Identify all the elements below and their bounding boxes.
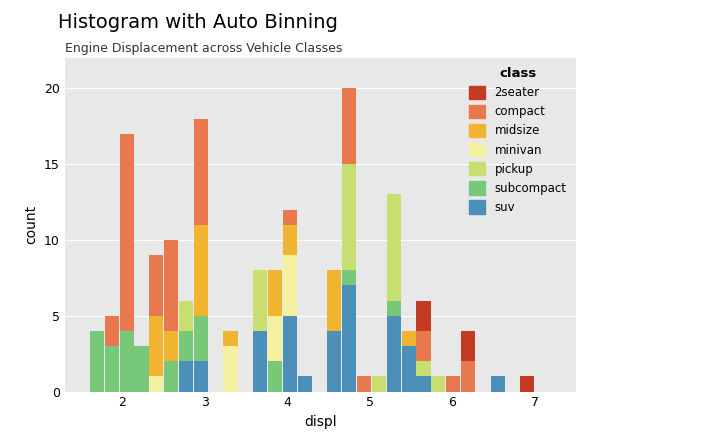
Bar — [268, 270, 282, 316]
Bar — [372, 376, 386, 392]
Bar — [179, 361, 193, 392]
Bar — [461, 361, 475, 392]
Bar — [416, 376, 431, 392]
Bar — [135, 346, 148, 392]
Bar — [342, 88, 356, 164]
Bar — [283, 225, 297, 255]
Bar — [387, 300, 401, 316]
Bar — [149, 376, 163, 392]
Bar — [104, 346, 119, 392]
Bar — [431, 376, 446, 392]
Bar — [283, 210, 297, 225]
Bar — [194, 118, 208, 225]
Bar — [342, 164, 356, 270]
Bar — [194, 316, 208, 361]
Bar — [90, 331, 104, 392]
Bar — [461, 331, 475, 361]
Bar — [328, 270, 341, 331]
Bar — [402, 346, 415, 392]
Bar — [120, 331, 134, 392]
Bar — [164, 331, 179, 361]
X-axis label: displ: displ — [304, 415, 337, 429]
Bar — [357, 376, 371, 392]
Bar — [194, 361, 208, 392]
Bar — [490, 376, 505, 392]
Bar — [521, 376, 534, 392]
Legend: 2seater, compact, midsize, minivan, pickup, subcompact, suv: 2seater, compact, midsize, minivan, pick… — [465, 64, 570, 217]
Text: Engine Displacement across Vehicle Classes: Engine Displacement across Vehicle Class… — [65, 42, 342, 55]
Bar — [268, 361, 282, 392]
Bar — [446, 376, 460, 392]
Bar — [416, 361, 431, 376]
Bar — [387, 316, 401, 392]
Bar — [223, 331, 238, 346]
Text: Histogram with Auto Binning: Histogram with Auto Binning — [58, 13, 338, 32]
Bar — [416, 300, 431, 331]
Bar — [283, 255, 297, 316]
Bar — [253, 270, 267, 331]
Bar — [223, 346, 238, 392]
Bar — [416, 331, 431, 361]
Bar — [328, 331, 341, 392]
Bar — [402, 331, 415, 346]
Bar — [342, 270, 356, 285]
Bar — [268, 316, 282, 361]
Bar — [164, 361, 179, 392]
Bar — [104, 316, 119, 346]
Bar — [149, 255, 163, 316]
Y-axis label: count: count — [24, 205, 38, 244]
Bar — [149, 316, 163, 376]
Bar — [120, 134, 134, 331]
Bar — [387, 194, 401, 300]
Bar — [179, 331, 193, 361]
Bar — [179, 300, 193, 331]
Bar — [194, 225, 208, 316]
Bar — [342, 285, 356, 392]
Bar — [297, 376, 312, 392]
Bar — [283, 316, 297, 392]
Bar — [253, 331, 267, 392]
Bar — [164, 240, 179, 331]
